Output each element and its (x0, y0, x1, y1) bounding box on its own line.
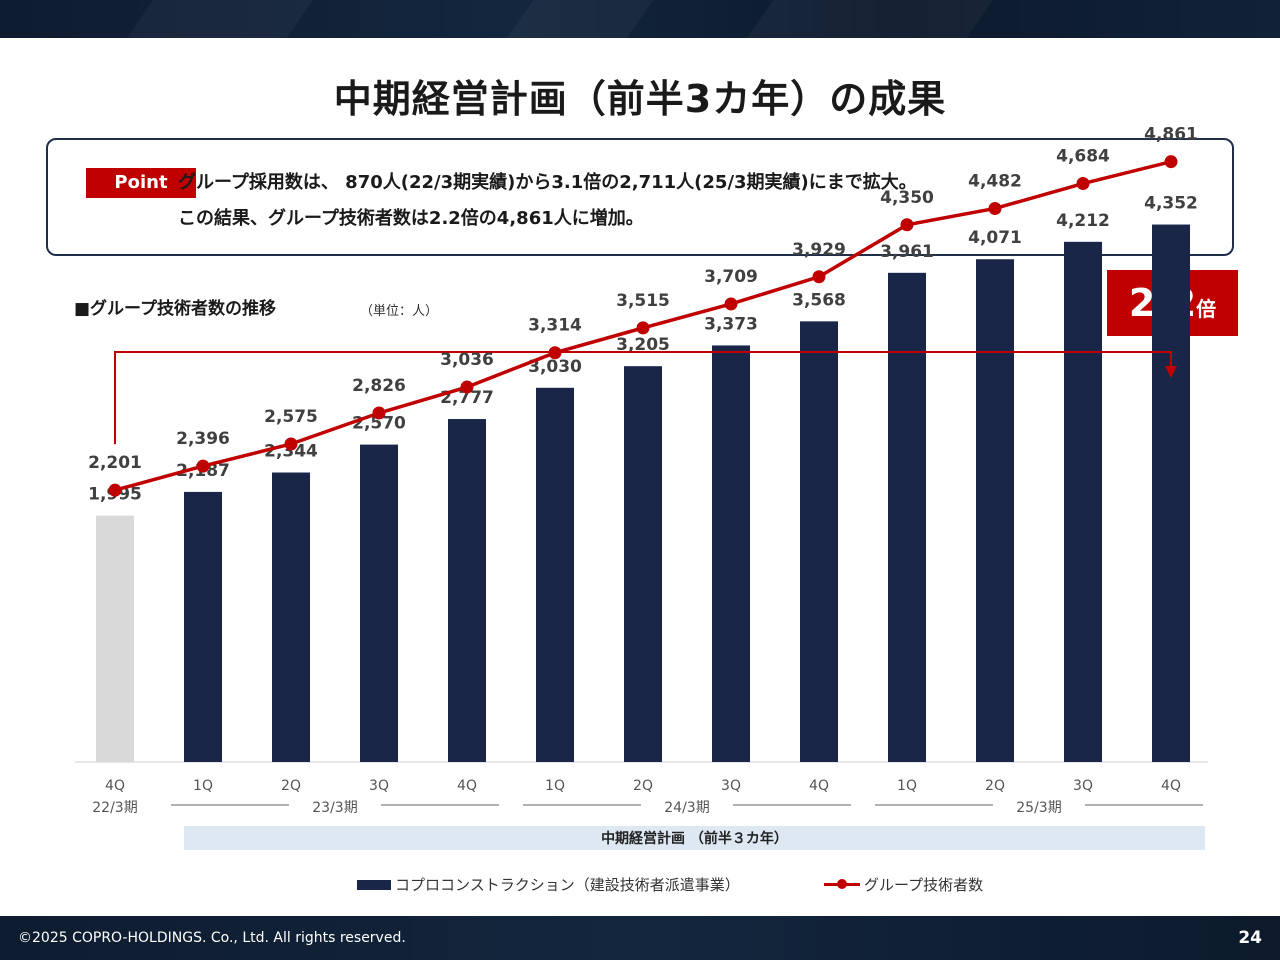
page-title: 中期経営計画（前半3カ年）の成果 (333, 77, 947, 121)
line-value-label: 2,575 (264, 407, 318, 427)
fiscal-year-label: 22/3期 (92, 800, 137, 816)
line-value-label: 2,396 (176, 429, 230, 449)
x-tick-label: 1Q (897, 778, 917, 794)
bar (96, 515, 134, 762)
line-point (460, 380, 474, 394)
bar (272, 472, 310, 762)
bar-value-label: 2,777 (440, 388, 494, 408)
x-tick-label: 3Q (1073, 778, 1093, 794)
bar-value-label: 3,961 (880, 242, 934, 262)
growth-bracket-arrow (1165, 366, 1177, 378)
x-tick-label: 1Q (193, 778, 213, 794)
line-point (1164, 155, 1178, 169)
bar-value-label: 4,071 (968, 228, 1022, 248)
multiplier-unit: 倍 (1196, 297, 1217, 321)
bar (1152, 224, 1190, 762)
line-point (1076, 177, 1090, 191)
line-value-label: 4,684 (1056, 147, 1110, 167)
x-tick-label: 4Q (105, 778, 125, 794)
bar (1064, 241, 1102, 762)
x-tick-label: 2Q (985, 778, 1005, 794)
legend-bar-label: コプロコンストラクション（建設技術者派遣事業） (395, 876, 740, 894)
plan-band-label: 中期経営計画 （前半３カ年） (601, 830, 788, 847)
x-tick-label: 3Q (369, 778, 389, 794)
line-point (988, 201, 1002, 215)
x-tick-label: 4Q (1161, 778, 1181, 794)
bar-value-label: 3,373 (704, 314, 758, 334)
line-point (812, 270, 826, 284)
legend-item-line: グループ技術者数 (824, 874, 983, 895)
line-point (636, 321, 650, 335)
legend-line-swatch (824, 879, 860, 889)
bar (976, 259, 1014, 762)
point-text-line-2: この結果、グループ技術者数は2.2倍の4,861人に増加。 (178, 208, 644, 229)
fiscal-year-label: 23/3期 (312, 800, 357, 816)
legend-bar-swatch (357, 879, 391, 890)
line-value-label: 2,826 (352, 376, 406, 396)
line-value-label: 3,314 (528, 316, 582, 336)
fiscal-year-label: 25/3期 (1016, 800, 1061, 816)
x-tick-label: 4Q (809, 778, 829, 794)
line-value-label: 3,929 (792, 240, 846, 260)
line-value-label: 3,036 (440, 350, 494, 370)
x-tick-label: 3Q (721, 778, 741, 794)
line-value-label: 2,201 (88, 453, 142, 473)
line-point (548, 346, 562, 360)
bar-value-label: 4,352 (1144, 194, 1198, 214)
chart-title: ■グループ技術者数の推移 (74, 299, 277, 319)
bar (624, 366, 662, 762)
line-point (900, 218, 914, 232)
line-value-label: 3,515 (616, 291, 670, 311)
line-point (108, 483, 122, 497)
bar (712, 345, 750, 762)
footer-copyright: ©2025 COPRO-HOLDINGS. Co., Ltd. All righ… (18, 930, 406, 946)
x-tick-label: 2Q (281, 778, 301, 794)
line-point (284, 437, 298, 451)
legend-item-bar: コプロコンストラクション（建設技術者派遣事業） (357, 874, 740, 895)
bar (888, 272, 926, 762)
bar (360, 444, 398, 762)
bar-value-label: 3,030 (528, 357, 582, 377)
point-badge: Point (86, 168, 196, 198)
bar-value-label: 4,212 (1056, 211, 1110, 231)
footer-bar: ©2025 COPRO-HOLDINGS. Co., Ltd. All righ… (0, 916, 1280, 960)
x-tick-label: 2Q (633, 778, 653, 794)
line-value-label: 4,350 (880, 188, 934, 208)
fiscal-year-label: 24/3期 (664, 800, 709, 816)
x-tick-label: 4Q (457, 778, 477, 794)
x-tick-label: 1Q (545, 778, 565, 794)
line-point (196, 459, 210, 473)
legend-line-label: グループ技術者数 (864, 876, 984, 894)
plan-band (184, 826, 1205, 850)
line-point (372, 406, 386, 420)
line-value-label: 4,861 (1144, 125, 1198, 145)
bar (536, 387, 574, 762)
bar-value-label: 3,205 (616, 335, 670, 355)
growth-bracket (114, 351, 1172, 445)
line-point (724, 297, 738, 311)
point-text-line-1: グループ採用数は、 870人(22/3期実績)から3.1倍の2,711人(25/… (178, 172, 917, 193)
technician-count-chart: 1,9952,1872,3442,5702,7773,0303,2053,373… (75, 125, 1208, 850)
bar (800, 321, 838, 762)
page-number: 24 (1238, 928, 1262, 948)
line-value-label: 4,482 (968, 171, 1022, 191)
bar (448, 419, 486, 762)
bar (184, 491, 222, 762)
top-banner (0, 0, 1280, 38)
bar-value-label: 3,568 (792, 290, 846, 310)
line-value-label: 3,709 (704, 267, 758, 287)
chart-unit: （単位：人） (360, 304, 439, 319)
